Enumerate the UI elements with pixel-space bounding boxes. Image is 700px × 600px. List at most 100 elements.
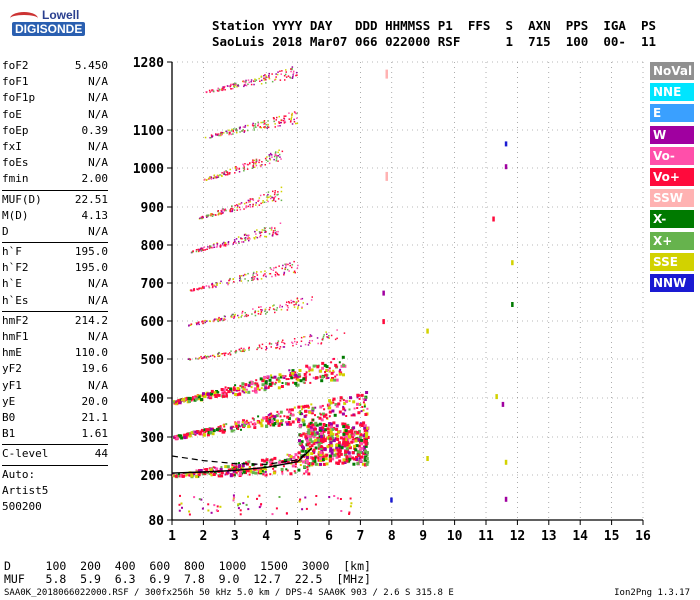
echo-point <box>194 397 198 401</box>
echo-point <box>230 429 234 433</box>
echo-point <box>280 420 283 423</box>
echo-point <box>300 405 303 408</box>
echo-point <box>256 497 258 500</box>
echo-point <box>318 446 321 450</box>
echo-point <box>310 452 314 456</box>
echo-point <box>247 236 249 238</box>
echo-point <box>238 425 241 428</box>
echo-point <box>270 229 273 231</box>
echo-point <box>250 471 253 474</box>
echo-point <box>274 232 276 234</box>
echo-point <box>205 91 208 93</box>
echo-point <box>223 173 226 176</box>
echo-point <box>200 498 203 501</box>
echo-point <box>339 399 342 402</box>
echo-point <box>353 407 356 410</box>
legend-item-e: E <box>650 104 694 123</box>
echo-point <box>207 214 210 216</box>
echo-point <box>293 70 295 73</box>
echo-point <box>195 469 198 472</box>
echo-point <box>279 346 282 348</box>
echo-point <box>320 435 323 439</box>
echo-point <box>317 443 321 447</box>
echo-point <box>291 369 295 373</box>
echo-point <box>195 430 199 434</box>
echo-point <box>272 471 276 475</box>
echo-point <box>201 357 203 360</box>
echo-point <box>318 428 322 432</box>
echo-point <box>235 130 238 132</box>
echo-point <box>295 417 299 421</box>
echo-point <box>243 388 246 391</box>
echo-point <box>270 423 273 426</box>
echo-point <box>196 323 198 326</box>
echo-point <box>208 396 212 400</box>
param-row: fxI N/A <box>2 139 108 155</box>
echo-point <box>203 246 206 248</box>
logo-line2: DIGISONDE <box>12 22 86 36</box>
echo-point <box>284 375 287 378</box>
echo-point <box>239 350 242 352</box>
echo-point <box>348 400 351 402</box>
echo-point <box>264 229 267 232</box>
echo-point <box>326 436 330 440</box>
echo-point <box>207 396 210 399</box>
echo-point <box>244 84 246 86</box>
x-tick-label: 13 <box>541 529 557 544</box>
echo-point <box>231 473 235 477</box>
echo-point <box>247 469 251 473</box>
echo-point <box>229 172 231 174</box>
echo-point <box>208 427 211 430</box>
echo-point <box>252 199 255 201</box>
echo-point <box>329 449 333 453</box>
echo-point <box>313 460 317 464</box>
echo-point <box>260 424 264 428</box>
echo-point <box>211 432 215 436</box>
echo-point <box>298 369 302 372</box>
echo-point <box>227 241 230 244</box>
echo-point <box>343 332 346 334</box>
echo-point <box>234 393 238 396</box>
echo-point <box>319 441 323 445</box>
echo-point <box>208 89 211 92</box>
echo-point <box>274 123 276 125</box>
echo-point <box>221 174 223 177</box>
echo-point <box>303 465 306 469</box>
echo-point <box>249 380 253 384</box>
echo-point <box>211 135 214 137</box>
echo-point <box>264 308 267 311</box>
echo-point <box>360 393 364 397</box>
echo-point <box>304 435 308 439</box>
param-row: B1 1.61 <box>2 426 108 442</box>
echo-point <box>218 89 220 91</box>
echo-point <box>300 454 304 458</box>
echo-point <box>262 416 266 420</box>
echo-point <box>311 296 313 298</box>
echo-point <box>308 366 311 370</box>
echo-point <box>232 425 235 428</box>
echo-point <box>274 192 276 194</box>
echo-point <box>218 134 220 137</box>
echo-point <box>224 318 227 321</box>
echo-point <box>317 342 319 345</box>
echo-point <box>256 348 258 351</box>
param-name: fxI <box>2 139 22 153</box>
echo-point <box>331 409 335 413</box>
echo-point <box>356 431 360 435</box>
echo-point <box>264 122 266 125</box>
echo-point <box>235 471 238 474</box>
echo-point <box>260 347 263 350</box>
param-separator <box>2 310 108 312</box>
echo-point <box>260 278 263 280</box>
echo-point <box>248 346 250 349</box>
param-value: 5.450 <box>74 59 108 72</box>
echo-point <box>248 81 250 84</box>
echo-point <box>353 444 357 448</box>
echo-point <box>218 318 221 321</box>
echo-point <box>352 413 355 416</box>
echo-point <box>297 264 299 267</box>
echo-point <box>247 163 249 166</box>
echo-point <box>363 398 367 401</box>
echo-point <box>296 267 299 270</box>
legend-item-noval: NoVal <box>650 62 694 80</box>
